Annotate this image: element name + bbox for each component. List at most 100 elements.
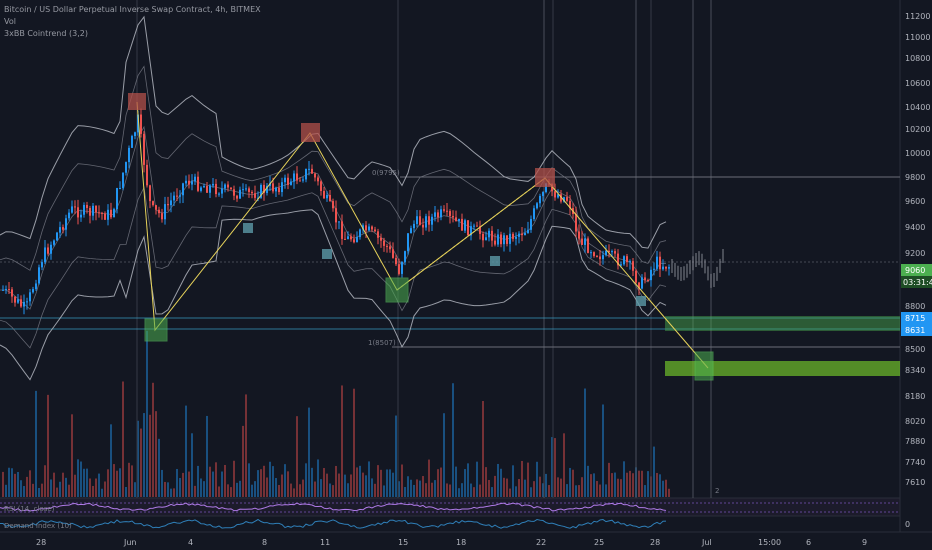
candle: [500, 234, 502, 245]
support-zone-upper[interactable]: [665, 316, 900, 331]
candle: [251, 191, 253, 194]
time-tick-label: 28: [36, 538, 46, 547]
candle: [605, 250, 607, 256]
candle: [326, 195, 328, 199]
support-zone-lower[interactable]: [665, 361, 900, 376]
price-tick-label: 10600: [905, 79, 930, 88]
volume-bar: [344, 474, 346, 497]
volume-bar: [140, 428, 142, 497]
time-tick-label: 22: [536, 538, 546, 547]
volume-bar: [497, 463, 499, 497]
volume-bar: [29, 470, 31, 497]
pivot-high-box[interactable]: [535, 168, 555, 187]
candle: [521, 233, 523, 236]
volume-bar: [278, 484, 280, 497]
minor-pivot-box[interactable]: [322, 249, 332, 259]
candle: [11, 289, 13, 297]
candle: [146, 164, 148, 186]
current-price-tag: [901, 264, 932, 276]
volume-bar: [503, 477, 505, 497]
volume-bar: [341, 385, 343, 497]
candle: [143, 133, 145, 165]
candle: [125, 162, 127, 173]
candle: [158, 209, 160, 214]
symbol-title[interactable]: Bitcoin / US Dollar Perpetual Inverse Sw…: [4, 5, 261, 14]
volume-bar: [269, 461, 271, 497]
volume-bar: [176, 468, 178, 497]
chart-legend: Bitcoin / US Dollar Perpetual Inverse Sw…: [4, 4, 261, 40]
volume-bar: [89, 478, 91, 497]
candle: [419, 216, 421, 225]
candle: [380, 237, 382, 241]
candle: [446, 210, 448, 212]
volume-bar: [26, 476, 28, 497]
candle: [629, 261, 631, 263]
candle: [341, 221, 343, 239]
candle: [41, 262, 43, 268]
candle: [392, 249, 394, 258]
candle: [224, 184, 226, 189]
candle: [89, 208, 91, 216]
candle: [176, 195, 178, 197]
volume-bar: [500, 468, 502, 497]
volume-bar: [167, 482, 169, 497]
volume-bar: [599, 484, 601, 497]
candle: [632, 261, 634, 271]
candle: [299, 180, 301, 182]
candle: [134, 132, 136, 137]
volume-bar: [323, 468, 325, 497]
candle: [8, 289, 10, 291]
candle: [167, 204, 169, 206]
volume-bar: [512, 465, 514, 497]
volume-bar: [284, 464, 286, 497]
volume-bar: [623, 461, 625, 497]
volume-bar: [569, 467, 571, 497]
volume-bar: [647, 471, 649, 497]
volume-bar: [146, 330, 148, 497]
candle: [14, 296, 16, 303]
price-tick-label: 7740: [905, 458, 925, 467]
main-pane[interactable]: [0, 0, 900, 498]
pivot-low-box[interactable]: [694, 351, 714, 381]
volume-bar: [107, 469, 109, 497]
volume-bar: [182, 472, 184, 497]
volume-bar: [539, 476, 541, 497]
small-marker-label: 2: [715, 487, 719, 495]
candle: [227, 184, 229, 188]
volume-bar: [326, 473, 328, 497]
volume-bar: [608, 462, 610, 497]
minor-pivot-box[interactable]: [243, 223, 253, 233]
volume-bar: [632, 473, 634, 497]
candle: [80, 214, 82, 218]
time-axis[interactable]: [0, 532, 932, 550]
minor-pivot-box[interactable]: [636, 296, 646, 306]
volume-bar: [365, 475, 367, 497]
volume-bar: [212, 471, 214, 497]
volume-bar: [113, 464, 115, 497]
candle: [5, 289, 7, 291]
candle: [314, 173, 316, 178]
candle: [608, 250, 610, 253]
volume-bar: [65, 477, 67, 497]
volume-bar: [47, 394, 49, 497]
volume-bar: [506, 478, 508, 497]
pivot-high-box[interactable]: [301, 123, 320, 142]
volume-bar: [272, 466, 274, 497]
minor-pivot-box[interactable]: [490, 256, 500, 266]
candle: [185, 180, 187, 184]
pivot-high-box[interactable]: [128, 93, 146, 110]
volume-legend[interactable]: Vol: [4, 17, 16, 26]
volume-bar: [659, 474, 661, 497]
candle: [170, 200, 172, 206]
volume-bar: [644, 485, 646, 497]
candle: [659, 256, 661, 270]
pivot-low-box[interactable]: [385, 277, 409, 303]
volume-bar: [446, 483, 448, 497]
pivot-low-box[interactable]: [144, 318, 168, 342]
rsi-pane[interactable]: [0, 498, 900, 516]
candle: [53, 240, 55, 245]
candle: [578, 231, 580, 239]
volume-bar: [101, 488, 103, 497]
indicator-legend[interactable]: 3xBB Cointrend (3,2): [4, 29, 88, 38]
